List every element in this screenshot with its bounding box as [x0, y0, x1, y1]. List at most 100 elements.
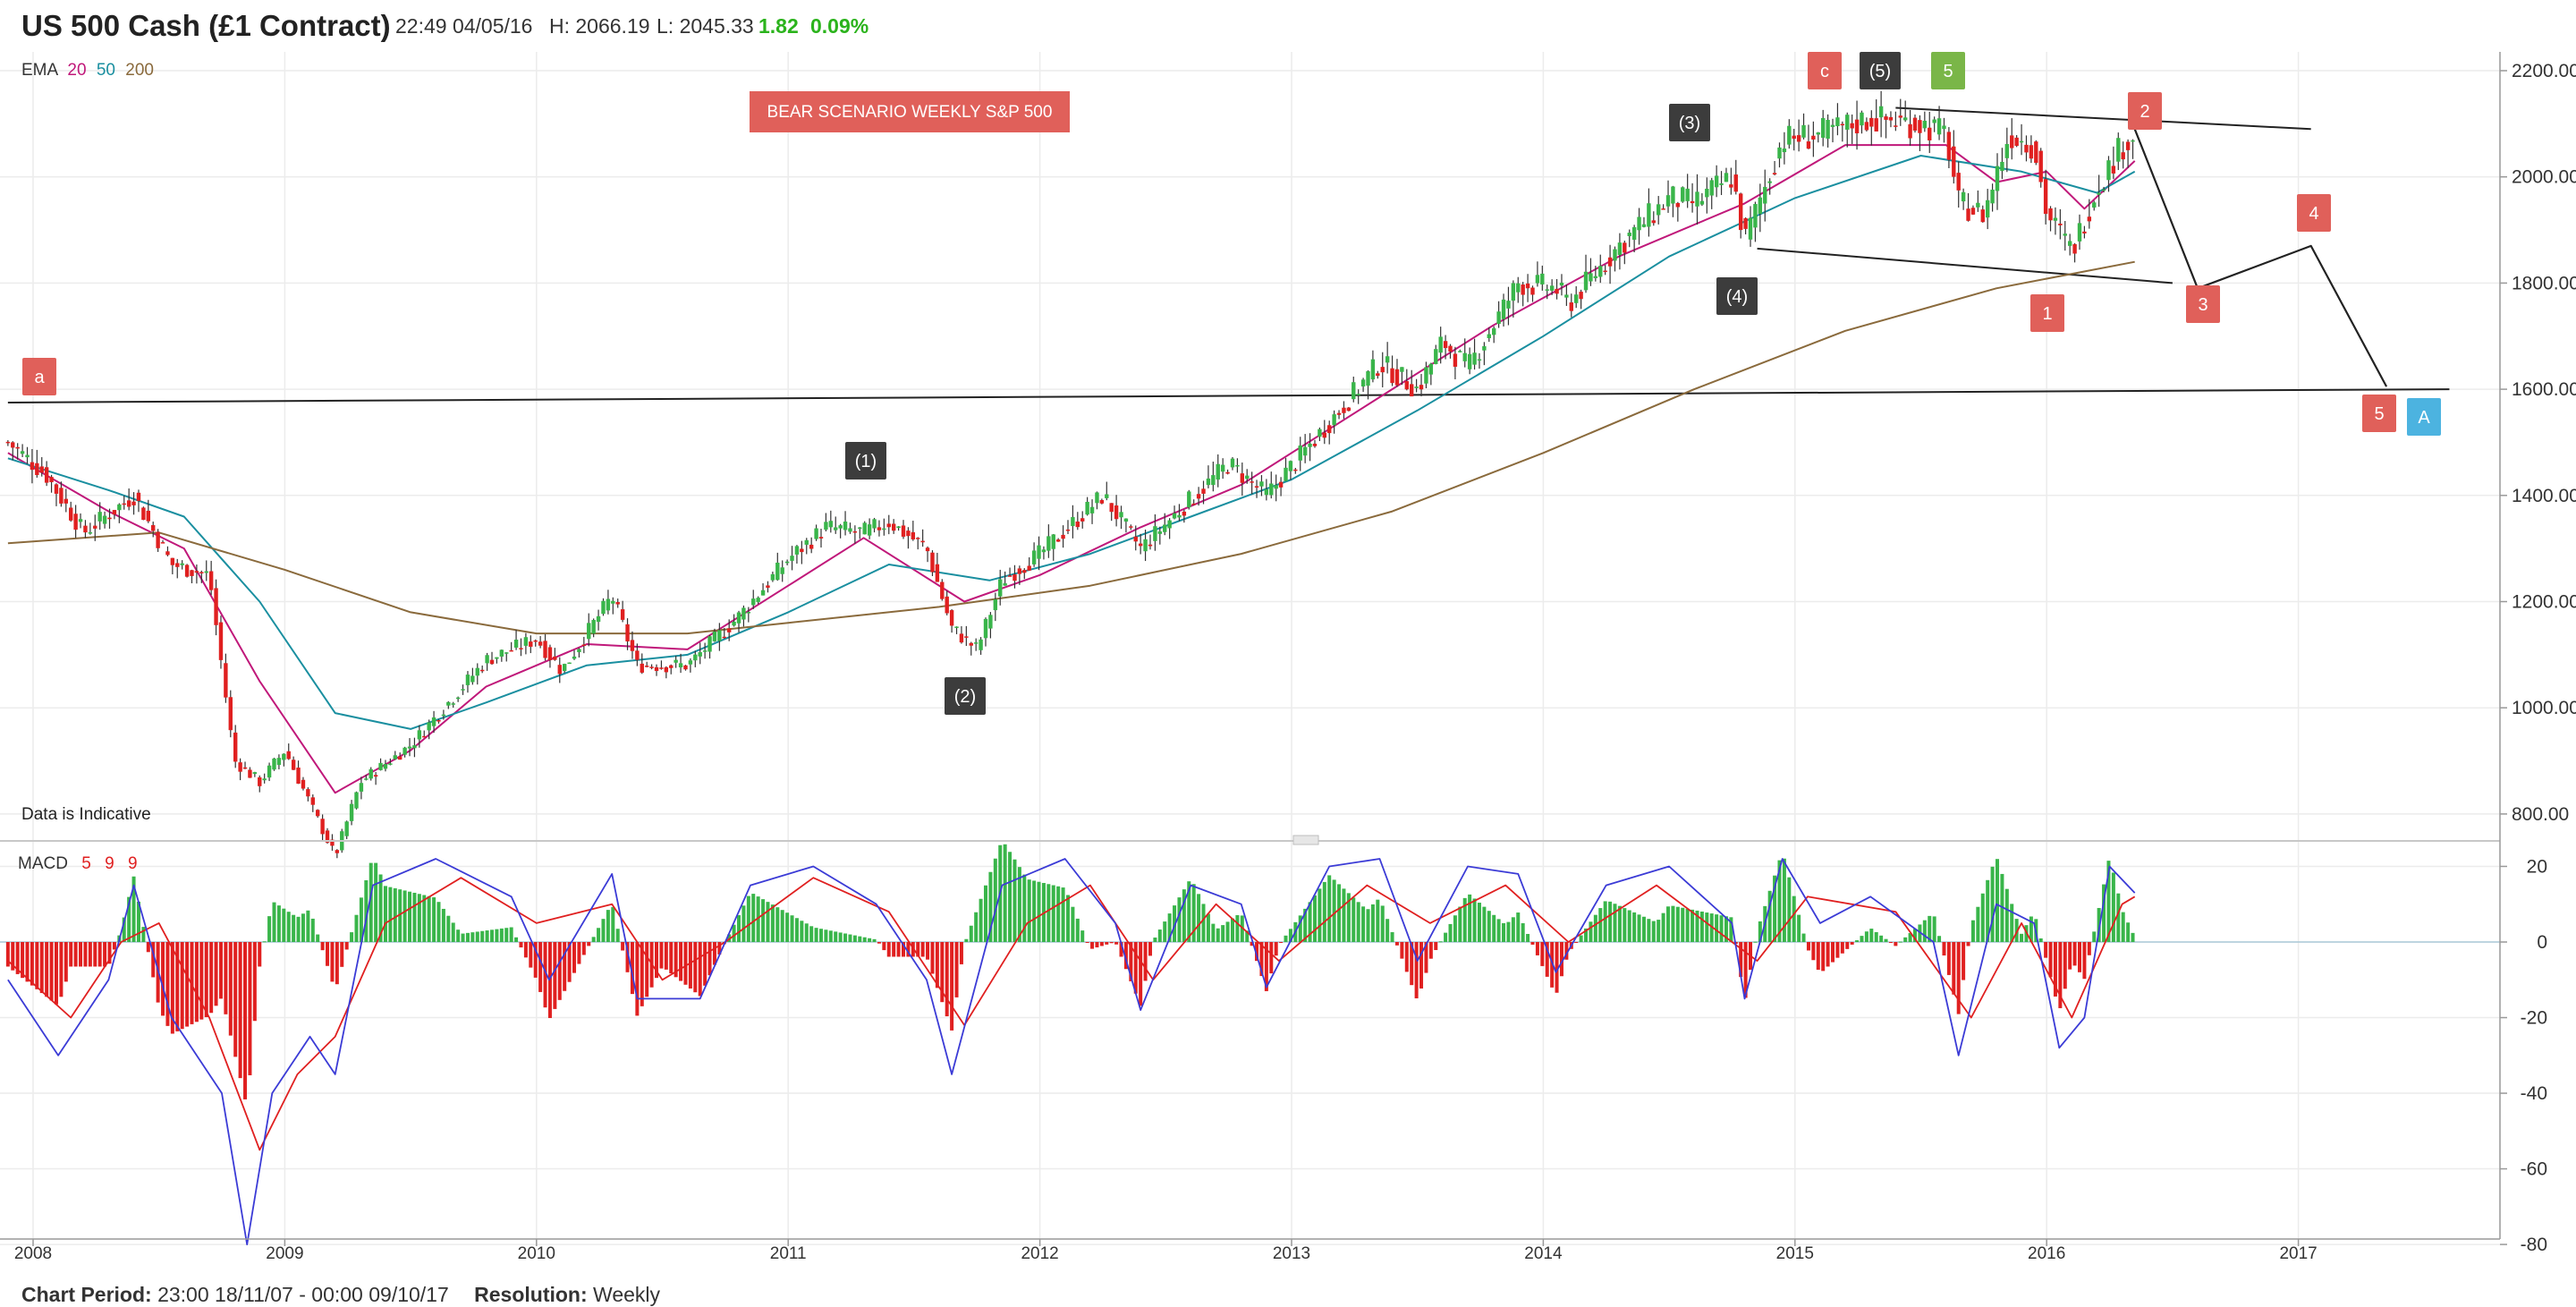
candle-down: [422, 735, 427, 738]
wave-label: 4: [2297, 194, 2331, 232]
macd-hist-pos: [427, 895, 431, 942]
candle-up: [1695, 191, 1699, 207]
candle-up: [204, 571, 208, 573]
candle-down: [1869, 117, 1874, 127]
macd-hist-neg: [1123, 942, 1128, 970]
macd-hist-neg: [1105, 942, 1109, 945]
wave-label: A: [2407, 398, 2441, 436]
macd-hist-pos: [818, 929, 823, 942]
candle-up: [1071, 517, 1075, 527]
macd-line: [7, 858, 2136, 1245]
candle-down: [1182, 511, 1187, 516]
macd-hist-neg: [1850, 942, 1854, 945]
candle-up: [1705, 188, 1709, 198]
candle-up: [446, 701, 451, 706]
macd-hist-pos: [1191, 884, 1196, 942]
price-tick-label: 800.00: [2512, 804, 2569, 825]
macd-hist-pos: [804, 923, 809, 942]
candle-up: [1816, 132, 1820, 135]
macd-hist-pos: [1288, 929, 1292, 942]
candle-up: [1438, 336, 1443, 353]
candle-up: [1385, 356, 1390, 363]
wave-label-box: [1808, 52, 1842, 89]
macd-hist-neg: [224, 942, 228, 1014]
candle-down: [852, 530, 858, 533]
macd-hist-pos: [432, 897, 436, 942]
wave-label: c: [1808, 52, 1842, 89]
macd-hist-neg: [2082, 942, 2087, 980]
candle-up: [1699, 200, 1705, 205]
price-panel[interactable]: [5, 90, 2450, 859]
macd-hist-neg: [669, 942, 674, 974]
candle-down: [233, 732, 238, 762]
macd-hist-neg: [1095, 942, 1099, 948]
candle-down: [1970, 208, 1976, 215]
macd-hist-pos: [514, 937, 519, 942]
macd-signal-line: [7, 877, 2136, 1151]
macd-hist-pos: [451, 922, 455, 942]
candle-up: [1487, 334, 1491, 339]
candle-down: [5, 441, 11, 444]
candle-down: [2121, 152, 2125, 160]
candle-down: [242, 767, 248, 769]
macd-hist-neg: [248, 942, 252, 1075]
macd-hist-pos: [872, 938, 877, 942]
macd-hist-pos: [1385, 919, 1390, 942]
candle-down: [877, 527, 882, 530]
panel-resize-handle[interactable]: [1292, 835, 1319, 845]
wave-label-text: a: [34, 368, 45, 387]
macd-hist-pos: [2126, 922, 2131, 942]
wave-label: (3): [1669, 104, 1710, 141]
macd-hist-pos: [1787, 877, 1792, 942]
candle-up: [369, 768, 373, 779]
candle-up: [349, 803, 354, 821]
candle-up: [1631, 226, 1637, 240]
candle-down: [2014, 137, 2019, 147]
candle-down: [1346, 407, 1352, 412]
candle-up: [451, 703, 455, 705]
macd-hist-neg: [708, 942, 712, 976]
candle-down: [1811, 135, 1816, 140]
macd-hist-pos: [1356, 902, 1360, 942]
macd-hist-pos: [1598, 908, 1603, 942]
candle-up: [1352, 382, 1356, 400]
candle-down: [543, 641, 547, 658]
candle-up: [1714, 175, 1719, 188]
macd-hist-neg: [1090, 942, 1095, 949]
price-tick-label: 1000.00: [2512, 698, 2576, 718]
candle-down: [69, 507, 73, 521]
candle-down: [1980, 209, 1985, 223]
macd-hist-pos: [2020, 933, 2024, 942]
wave-label: 2: [2128, 92, 2162, 130]
candle-up: [732, 621, 736, 626]
macd-hist-neg: [1424, 942, 1428, 973]
candle-down: [949, 610, 954, 626]
macd-hist-pos: [1462, 897, 1467, 942]
candle-down: [1114, 505, 1119, 520]
candle-up: [1613, 249, 1617, 261]
macd-hist-pos: [1173, 905, 1177, 942]
macd-hist-pos: [1318, 888, 1322, 942]
candle-down: [1579, 292, 1583, 300]
candle-up: [1990, 190, 1995, 204]
macd-hist-pos: [2111, 872, 2115, 942]
macd-hist-pos: [838, 932, 843, 942]
candle-up: [567, 662, 572, 665]
macd-hist-neg: [1394, 942, 1399, 946]
macd-hist-pos: [1773, 875, 1777, 942]
macd-hist-pos: [732, 924, 736, 942]
candle-up: [562, 664, 567, 672]
wave-label-box: [2407, 398, 2441, 436]
macd-hist-neg: [1739, 942, 1743, 978]
candle-down: [533, 640, 538, 642]
candle-up: [1274, 485, 1278, 489]
candle-down: [44, 467, 49, 483]
candle-up: [1995, 165, 2000, 191]
candle-down: [1254, 486, 1259, 488]
macd-panel[interactable]: [5, 844, 2136, 1245]
macd-hist-neg: [218, 942, 223, 999]
candle-up: [1318, 429, 1322, 437]
macd-hist-neg: [1428, 942, 1433, 959]
candle-up: [2053, 217, 2058, 221]
